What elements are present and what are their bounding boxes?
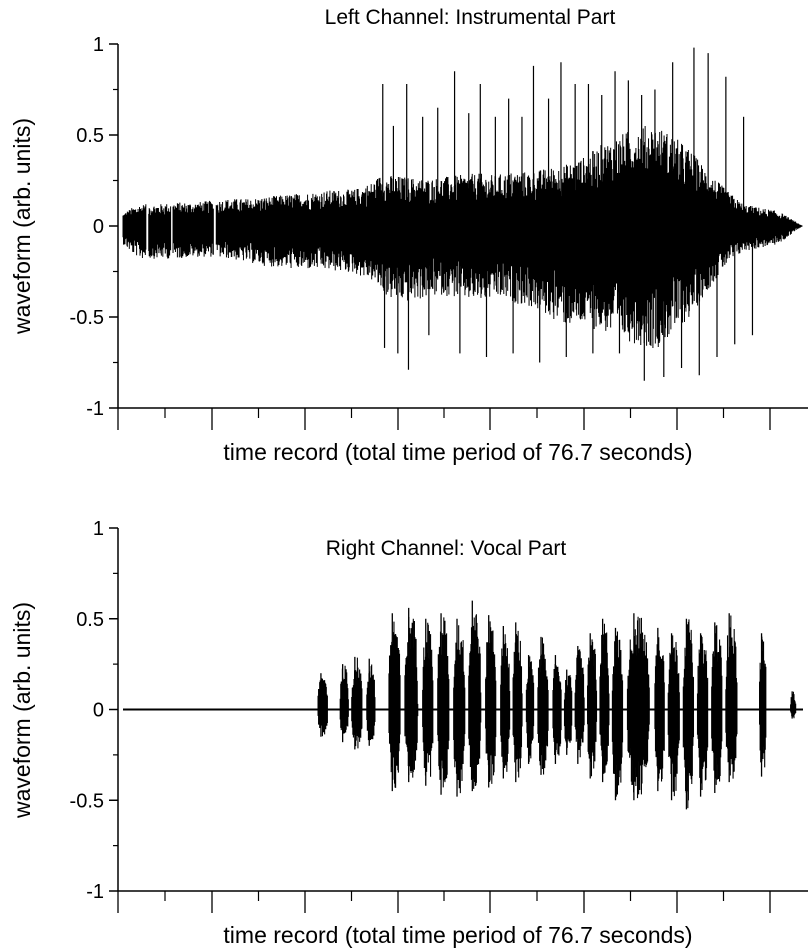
vocal-phrase — [500, 634, 511, 772]
vocal-phrase — [512, 630, 523, 778]
waveform-body — [122, 125, 804, 349]
vocal-phrase — [437, 617, 450, 788]
y-tick-label: 0 — [93, 700, 104, 722]
vocal-phrase — [711, 625, 723, 785]
left-channel-ylabel: waveform (arb. units) — [9, 118, 35, 335]
left-channel-title: Left Channel: Instrumental Part — [325, 6, 616, 29]
vocal-phrase — [537, 637, 549, 775]
y-tick-label: 1 — [93, 518, 104, 540]
vocal-phrase — [468, 614, 482, 789]
y-tick-label: 0.5 — [76, 125, 104, 147]
vocal-phrase — [759, 636, 767, 768]
vocal-phrase — [317, 678, 328, 737]
vocal-phrase — [654, 637, 665, 782]
vocal-phrase — [696, 635, 709, 791]
left-channel-xlabel: time record (total time period of 76.7 s… — [223, 439, 692, 465]
left-channel-panel: Left Channel: Instrumental Part waveform… — [9, 6, 808, 465]
y-tick-label: -1 — [86, 398, 104, 420]
left-channel-y-axis: 1 0.5 0 -0.5 -1 — [70, 34, 119, 420]
y-tick-label: 0.5 — [76, 609, 104, 631]
vocal-phrase — [725, 615, 738, 779]
vocal-phrase — [626, 616, 650, 799]
vocal-phrase — [682, 619, 695, 809]
right-channel-y-axis: 1 0.5 0 -0.5 -1 — [70, 518, 119, 903]
vocal-phrase — [366, 664, 376, 741]
vocal-phrase — [339, 665, 349, 734]
y-tick-label: -1 — [86, 881, 104, 903]
vocal-phrase — [453, 625, 466, 794]
vocal-phrase — [611, 631, 624, 797]
vocal-phrase — [563, 674, 573, 748]
y-tick-label: 1 — [93, 34, 104, 56]
vocal-phrase — [667, 635, 680, 797]
right-channel-ylabel: waveform (arb. units) — [9, 602, 35, 819]
right-channel-x-axis — [117, 890, 808, 913]
vocal-phrase — [388, 621, 401, 788]
vocal-phrase — [599, 623, 610, 774]
y-tick-label: 0 — [93, 216, 104, 238]
vocal-phrase — [351, 657, 363, 749]
y-tick-label: -0.5 — [70, 307, 104, 329]
y-tick-label: -0.5 — [70, 790, 104, 812]
right-channel-title: Right Channel: Vocal Part — [326, 537, 567, 560]
vocal-phrase — [422, 622, 434, 777]
vocal-phrase — [574, 649, 585, 758]
vocal-phrase — [485, 621, 497, 784]
vocal-phrase — [404, 616, 419, 778]
vocal-phrase — [552, 664, 562, 756]
left-channel-x-axis — [117, 407, 808, 430]
right-channel-waveform — [123, 600, 803, 810]
left-channel-waveform — [122, 47, 804, 381]
right-channel-xlabel: time record (total time period of 76.7 s… — [223, 922, 692, 948]
right-channel-panel: Right Channel: Vocal Part waveform (arb.… — [9, 518, 808, 948]
vocal-phrase — [525, 656, 535, 762]
vocal-phrase — [587, 639, 598, 777]
